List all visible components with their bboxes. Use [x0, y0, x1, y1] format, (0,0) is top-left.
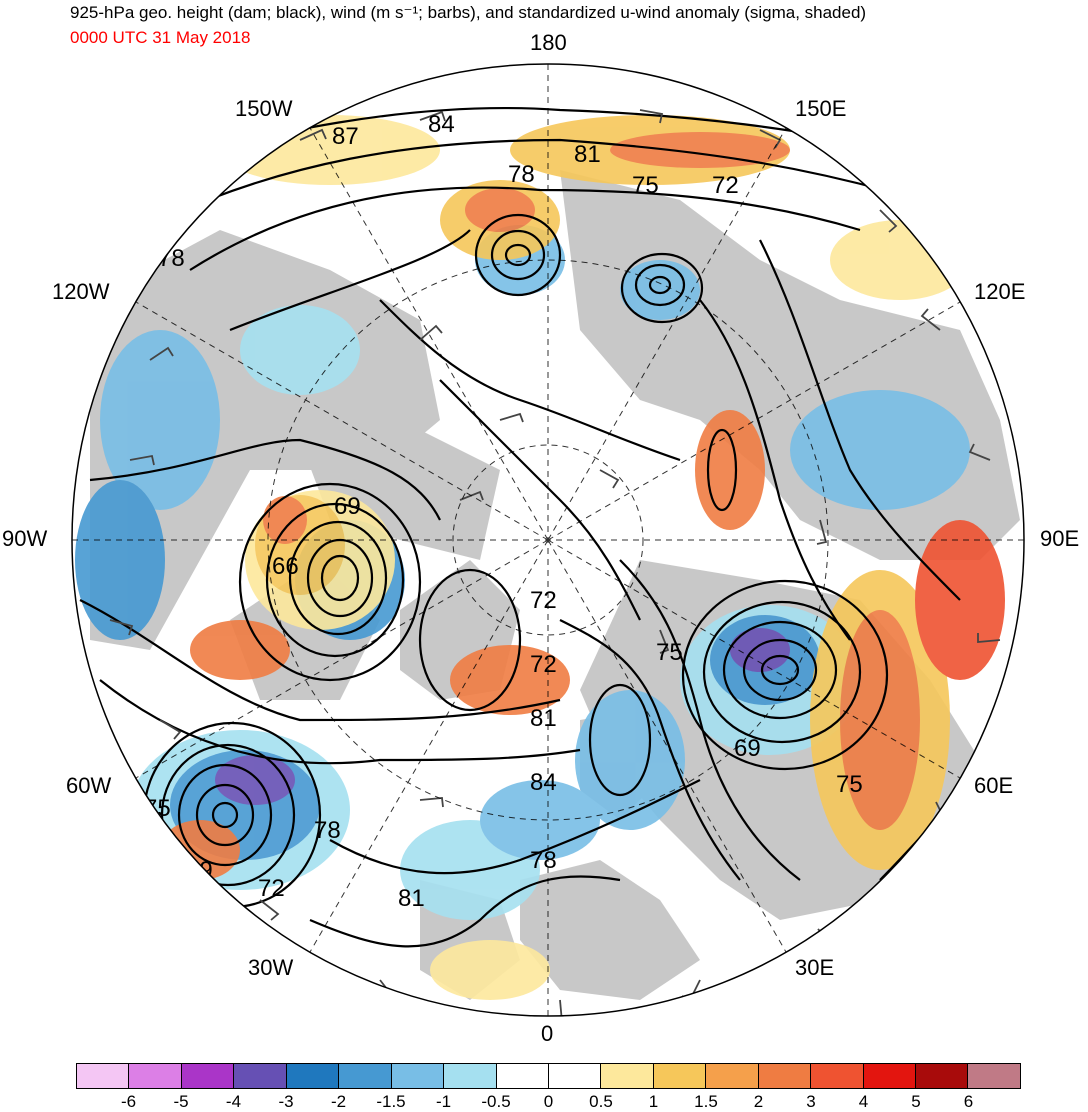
positive-anomaly-shading [160, 115, 1005, 1000]
contour-label: 72 [258, 875, 285, 902]
contour-label: 81 [574, 141, 601, 168]
colorbar-tick-label: -4 [225, 1092, 242, 1111]
colorbar-box [286, 1064, 340, 1088]
graticule [72, 64, 1024, 1016]
chart-timestamp: 0000 UTC 31 May 2018 [70, 28, 251, 47]
lon-label-60w: 60W [66, 773, 112, 798]
lon-label-60e: 60E [974, 773, 1014, 798]
colorbar-tick-label: 1.5 [694, 1092, 718, 1111]
colorbar-box [181, 1064, 235, 1088]
lon-label-30e: 30E [795, 955, 835, 980]
colorbar-tick-label: 4 [858, 1092, 869, 1111]
contour-label: 78 [508, 161, 535, 188]
lon-label-90w: 90W [2, 526, 48, 551]
chart-title: 925-hPa geo. height (dam; black), wind (… [70, 3, 867, 22]
colorbar-ticks: -6 -5 -4 -3 -2 -1.5 -1 -0.5 0 0.5 1 1.5 2 3 4 5 6 [76, 1092, 1021, 1112]
contour-label: 87 [332, 123, 359, 150]
contour-label: 66 [272, 553, 299, 580]
colorbar-tick-label: 5 [911, 1092, 921, 1111]
colorbar [76, 1063, 1021, 1089]
colorbar-box [234, 1064, 287, 1088]
lon-label-120w: 120W [52, 279, 110, 304]
contour-label: 75 [836, 771, 863, 798]
contour-label: 78 [530, 847, 557, 874]
colorbar-box [339, 1064, 392, 1088]
contour-label: 81 [398, 885, 425, 912]
contour-label: 75 [656, 639, 683, 666]
lon-label-0: 0 [541, 1021, 554, 1046]
colorbar-tick-label: -1 [435, 1092, 452, 1111]
lon-label-120e: 120E [974, 279, 1026, 304]
colorbar-box [653, 1064, 707, 1088]
lon-label-150w: 150W [235, 96, 293, 121]
contour-label: 75 [632, 172, 659, 199]
colorbar-tick-label: 6 [963, 1092, 974, 1111]
lon-label-180: 180 [530, 30, 567, 55]
lon-label-90e: 90E [1040, 526, 1080, 551]
colorbar-tick-label: -0.5 [481, 1092, 511, 1111]
colorbar-box [811, 1064, 864, 1088]
colorbar-tick-label: 1 [648, 1092, 659, 1111]
colorbar-box [548, 1064, 602, 1088]
contour-label: 72 [530, 587, 557, 614]
contour-label: 78 [314, 817, 341, 844]
colorbar-box [496, 1064, 549, 1088]
colorbar-tick-label: 2 [753, 1092, 764, 1111]
map-border [71, 63, 1025, 1017]
contour-label: 69 [734, 735, 761, 762]
colorbar-box [129, 1064, 182, 1088]
colorbar-tick-label: -2 [330, 1092, 347, 1111]
polar-map: 87 84 81 78 75 72 78 69 66 72 72 81 84 7… [71, 63, 1025, 1017]
colorbar-box [863, 1064, 916, 1088]
contour-label: 69 [334, 493, 361, 520]
colorbar-box [706, 1064, 759, 1088]
colorbar-tick-label: 0.5 [589, 1092, 613, 1111]
colorbar-box [391, 1064, 445, 1088]
contour-label: 84 [530, 769, 557, 796]
colorbar-box [444, 1064, 497, 1088]
colorbar-tick-label: -1.5 [376, 1092, 406, 1111]
contour-label: 69 [186, 857, 213, 884]
colorbar-tick-label: -6 [120, 1092, 137, 1111]
contour-label: 72 [712, 172, 739, 199]
contour-label: 81 [530, 705, 557, 732]
colorbar-tick-label: 0 [543, 1092, 554, 1111]
lon-label-150e: 150E [795, 96, 847, 121]
colorbar-tick-label: -3 [278, 1092, 294, 1111]
colorbar-tick-label: 3 [806, 1092, 816, 1111]
colorbar-box [968, 1064, 1020, 1088]
colorbar-box [758, 1064, 812, 1088]
colorbar-box [601, 1064, 654, 1088]
colorbar-box [77, 1064, 130, 1088]
colorbar-box [916, 1064, 969, 1088]
contour-label: 72 [530, 651, 557, 678]
contour-label: 84 [428, 111, 455, 138]
lon-label-30w: 30W [248, 955, 294, 980]
colorbar-tick-label: -5 [173, 1092, 189, 1111]
